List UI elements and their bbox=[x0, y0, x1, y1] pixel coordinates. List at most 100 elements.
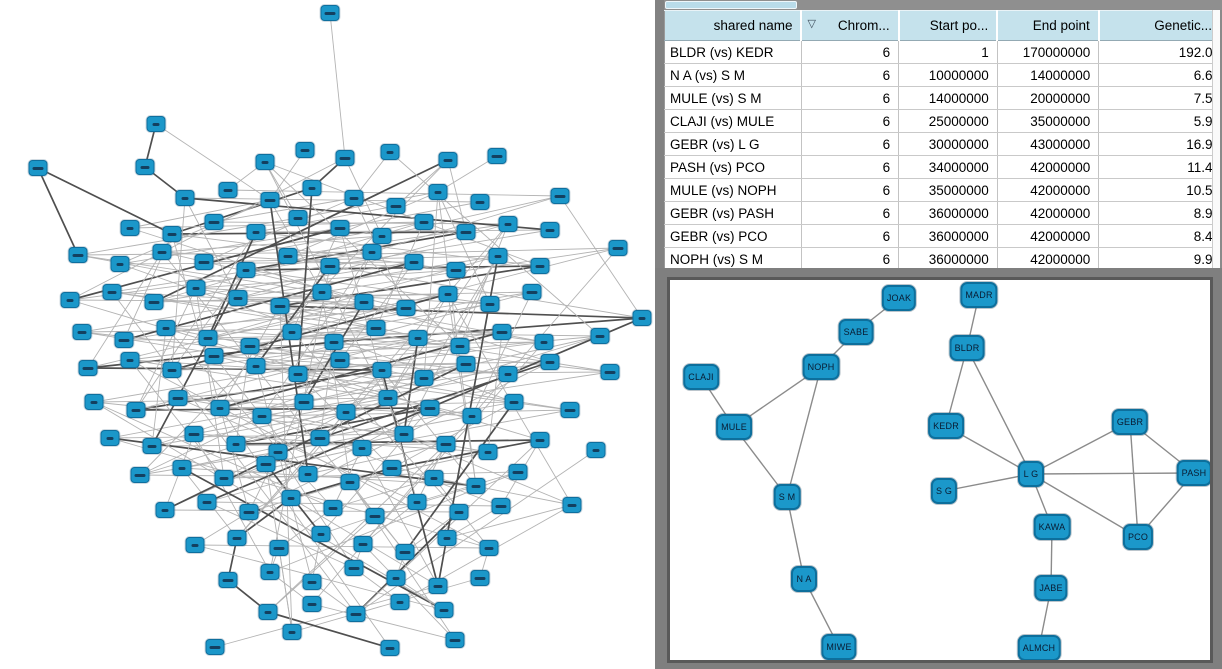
network-node[interactable] bbox=[156, 320, 176, 336]
network-node[interactable] bbox=[478, 444, 498, 460]
network-node[interactable] bbox=[256, 456, 276, 472]
filter-icon[interactable]: ▽ bbox=[807, 18, 816, 30]
network-node[interactable] bbox=[162, 362, 182, 378]
network-node[interactable] bbox=[390, 594, 410, 610]
network-node[interactable] bbox=[353, 536, 373, 552]
table-row[interactable]: N A (vs) S M 6 10000000 14000000 6.6 bbox=[664, 63, 1222, 87]
network-node[interactable] bbox=[344, 560, 364, 576]
network-node[interactable] bbox=[498, 216, 518, 232]
network-node[interactable] bbox=[479, 540, 499, 556]
subnetwork-node[interactable]: CLAJI bbox=[683, 364, 719, 390]
subnetwork-node[interactable]: NOPH bbox=[802, 354, 840, 380]
table-row[interactable]: MULE (vs) S M 6 14000000 20000000 7.5 bbox=[664, 86, 1222, 110]
network-node[interactable] bbox=[438, 286, 458, 302]
table-cell[interactable]: GEBR (vs) L G bbox=[664, 132, 802, 156]
network-node[interactable] bbox=[100, 430, 120, 446]
column-header[interactable]: Start po... bbox=[898, 10, 999, 41]
network-node[interactable] bbox=[240, 338, 260, 354]
subnetwork-node[interactable]: L G bbox=[1018, 461, 1044, 487]
network-node[interactable] bbox=[295, 142, 315, 158]
network-node[interactable] bbox=[184, 426, 204, 442]
network-node[interactable] bbox=[480, 296, 500, 312]
network-node[interactable] bbox=[310, 430, 330, 446]
network-node[interactable] bbox=[175, 190, 195, 206]
table-cell[interactable]: 14000000 bbox=[898, 86, 998, 110]
table-cell[interactable]: 34000000 bbox=[898, 155, 998, 179]
network-node[interactable] bbox=[450, 338, 470, 354]
subnetwork-node[interactable]: ALMCH bbox=[1017, 635, 1061, 660]
network-node[interactable] bbox=[372, 362, 392, 378]
network-node[interactable] bbox=[205, 639, 225, 655]
subnetwork-node[interactable]: N A bbox=[791, 566, 817, 592]
network-node[interactable] bbox=[504, 394, 524, 410]
table-cell[interactable]: 42000000 bbox=[997, 247, 1100, 271]
table-cell[interactable]: 6 bbox=[801, 40, 900, 64]
network-node[interactable] bbox=[462, 408, 482, 424]
table-cell[interactable]: 25000000 bbox=[898, 109, 998, 133]
column-header[interactable]: ▽ Chrom... bbox=[801, 10, 900, 41]
network-node[interactable] bbox=[312, 284, 332, 300]
horizontal-scrollbar[interactable] bbox=[664, 0, 1212, 10]
network-node[interactable] bbox=[434, 602, 454, 618]
subnetwork-node[interactable]: KAWA bbox=[1033, 514, 1071, 540]
network-node[interactable] bbox=[449, 504, 469, 520]
network-node[interactable] bbox=[194, 254, 214, 270]
table-cell[interactable]: 30000000 bbox=[898, 132, 998, 156]
subnetwork-node[interactable]: GEBR bbox=[1111, 409, 1149, 435]
table-cell[interactable]: 6 bbox=[801, 132, 900, 156]
network-node[interactable] bbox=[372, 228, 392, 244]
table-cell[interactable]: 6 bbox=[801, 201, 900, 225]
table-cell[interactable]: 35000000 bbox=[997, 109, 1100, 133]
table-row[interactable]: GEBR (vs) L G 6 30000000 43000000 16.9 bbox=[664, 132, 1222, 156]
table-cell[interactable]: 10.5 bbox=[1098, 178, 1222, 202]
network-node[interactable] bbox=[294, 394, 314, 410]
table-cell[interactable]: 192.0 bbox=[1098, 40, 1222, 64]
network-node[interactable] bbox=[608, 240, 628, 256]
network-node[interactable] bbox=[491, 498, 511, 514]
network-node[interactable] bbox=[320, 258, 340, 274]
subnetwork-node[interactable]: KEDR bbox=[928, 413, 964, 439]
network-node[interactable] bbox=[354, 294, 374, 310]
subnetwork-node[interactable]: JOAK bbox=[881, 285, 917, 311]
network-node[interactable] bbox=[438, 152, 458, 168]
network-node[interactable] bbox=[522, 284, 542, 300]
network-node[interactable] bbox=[540, 354, 560, 370]
network-node[interactable] bbox=[288, 366, 308, 382]
table-cell[interactable]: 8.9 bbox=[1098, 201, 1222, 225]
subnetwork-node[interactable]: PASH bbox=[1176, 460, 1210, 486]
subnetwork-node[interactable]: MIWE bbox=[821, 634, 857, 660]
network-node[interactable] bbox=[414, 214, 434, 230]
table-row[interactable]: MULE (vs) NOPH 6 35000000 42000000 10.5 bbox=[664, 178, 1222, 202]
network-node[interactable] bbox=[336, 404, 356, 420]
subnetwork-node[interactable]: SABE bbox=[838, 319, 874, 345]
network-node[interactable] bbox=[146, 116, 166, 132]
network-node[interactable] bbox=[396, 300, 416, 316]
network-node[interactable] bbox=[204, 348, 224, 364]
network-node[interactable] bbox=[60, 292, 80, 308]
network-node[interactable] bbox=[236, 262, 256, 278]
network-node[interactable] bbox=[420, 400, 440, 416]
subnetwork-node[interactable]: S G bbox=[930, 478, 958, 504]
network-node[interactable] bbox=[135, 159, 155, 175]
table-cell[interactable]: 43000000 bbox=[997, 132, 1100, 156]
network-node[interactable] bbox=[362, 244, 382, 260]
network-node[interactable] bbox=[278, 248, 298, 264]
column-header[interactable]: Genetic... bbox=[1098, 10, 1222, 41]
network-node[interactable] bbox=[239, 504, 259, 520]
network-node[interactable] bbox=[114, 332, 134, 348]
subnetwork-node[interactable]: S M bbox=[773, 484, 801, 510]
network-node[interactable] bbox=[226, 436, 246, 452]
network-node[interactable] bbox=[428, 184, 448, 200]
table-cell[interactable]: GEBR (vs) PCO bbox=[664, 224, 802, 248]
network-node[interactable] bbox=[335, 150, 355, 166]
network-node[interactable] bbox=[487, 148, 507, 164]
network-node[interactable] bbox=[408, 330, 428, 346]
column-header[interactable]: End point bbox=[997, 10, 1100, 41]
network-node[interactable] bbox=[260, 192, 280, 208]
table-cell[interactable]: 42000000 bbox=[997, 224, 1100, 248]
network-node[interactable] bbox=[227, 530, 247, 546]
table-cell[interactable]: CLAJI (vs) MULE bbox=[664, 109, 802, 133]
network-node[interactable] bbox=[382, 460, 402, 476]
network-node[interactable] bbox=[414, 370, 434, 386]
network-node[interactable] bbox=[324, 334, 344, 350]
